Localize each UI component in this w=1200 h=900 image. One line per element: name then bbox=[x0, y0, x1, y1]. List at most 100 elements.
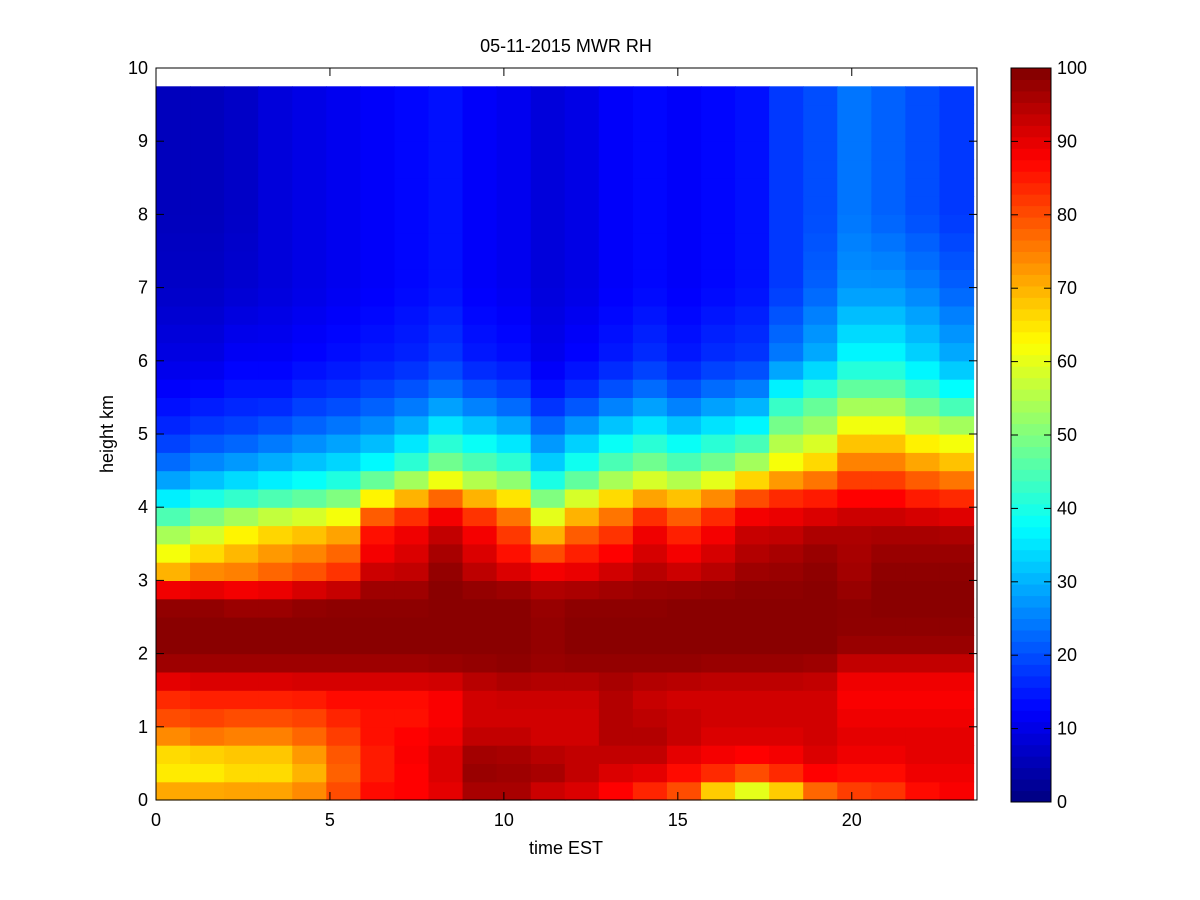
heatmap-cell bbox=[666, 452, 702, 472]
heatmap-cell bbox=[564, 653, 600, 673]
heatmap-cell bbox=[939, 507, 975, 527]
heatmap-cell bbox=[666, 305, 702, 325]
colorbar-tick-label: 90 bbox=[1057, 131, 1077, 151]
heatmap-cell bbox=[803, 342, 838, 362]
heatmap-cell bbox=[735, 232, 770, 252]
heatmap-cell bbox=[496, 251, 532, 270]
heatmap-cell bbox=[701, 598, 736, 618]
heatmap-cell bbox=[837, 470, 872, 490]
heatmap-cell bbox=[769, 122, 804, 142]
heatmap-cell bbox=[428, 690, 464, 710]
heatmap-cell bbox=[258, 653, 293, 673]
heatmap-cell bbox=[905, 122, 941, 142]
heatmap-cell bbox=[837, 415, 872, 435]
heatmap-cell bbox=[360, 415, 396, 435]
x-axis-label: time EST bbox=[529, 838, 603, 858]
heatmap-cell bbox=[598, 507, 634, 527]
heatmap-cell bbox=[156, 415, 191, 435]
heatmap-cell bbox=[360, 671, 396, 691]
heatmap-cell bbox=[939, 617, 975, 636]
heatmap-cell bbox=[462, 653, 498, 673]
colorbar-segment bbox=[1011, 240, 1051, 252]
heatmap-cell bbox=[530, 781, 566, 801]
heatmap-cell bbox=[428, 122, 464, 142]
heatmap-cell bbox=[530, 360, 566, 380]
heatmap-cell bbox=[156, 690, 191, 710]
colorbar-segment bbox=[1011, 515, 1051, 528]
heatmap-cell bbox=[394, 452, 430, 472]
heatmap-cell bbox=[258, 104, 293, 124]
heatmap-cell bbox=[598, 470, 634, 490]
heatmap-cell bbox=[837, 104, 872, 124]
heatmap-cell bbox=[156, 525, 191, 545]
heatmap-cell bbox=[156, 305, 191, 325]
heatmap-cell bbox=[564, 214, 600, 234]
heatmap-cell bbox=[428, 104, 464, 124]
heatmap-cell bbox=[769, 214, 804, 234]
heatmap-cell bbox=[803, 177, 838, 197]
heatmap-cell bbox=[837, 379, 872, 398]
heatmap-cell bbox=[156, 342, 191, 362]
heatmap-cell bbox=[190, 507, 225, 527]
heatmap-cell bbox=[837, 562, 872, 581]
heatmap-cell bbox=[803, 470, 838, 490]
heatmap-cell bbox=[326, 287, 361, 307]
heatmap-cell bbox=[598, 543, 634, 563]
colorbar-tick-label: 30 bbox=[1057, 572, 1077, 592]
heatmap-cell bbox=[394, 86, 430, 106]
heatmap-cell bbox=[735, 251, 770, 270]
colorbar-segment bbox=[1011, 182, 1051, 195]
heatmap-cell bbox=[530, 214, 566, 234]
heatmap-cell bbox=[666, 196, 702, 215]
heatmap-cell bbox=[462, 415, 498, 435]
heatmap-cell bbox=[905, 708, 941, 728]
heatmap-cell bbox=[939, 580, 975, 600]
heatmap-cell bbox=[701, 726, 736, 746]
heatmap-cell bbox=[496, 177, 532, 197]
heatmap-cell bbox=[735, 214, 770, 234]
heatmap-cell bbox=[326, 305, 361, 325]
heatmap-cell bbox=[326, 324, 361, 344]
heatmap-cell bbox=[156, 562, 191, 581]
heatmap-cell bbox=[666, 671, 702, 691]
heatmap-cell bbox=[701, 251, 736, 270]
heatmap-cell bbox=[905, 379, 941, 398]
x-axis-ticks: 0 5 10 15 20 bbox=[151, 68, 862, 830]
colorbar-segment bbox=[1011, 526, 1051, 539]
heatmap-cell bbox=[837, 763, 872, 783]
heatmap-cell bbox=[224, 104, 259, 124]
colorbar-segment bbox=[1011, 652, 1051, 665]
heatmap-cell bbox=[360, 580, 396, 600]
heatmap-cell bbox=[666, 86, 702, 106]
heatmap-cell bbox=[156, 745, 191, 764]
heatmap-cell bbox=[156, 379, 191, 398]
heatmap-cell bbox=[394, 562, 430, 581]
heatmap-cell bbox=[292, 452, 327, 472]
heatmap-cell bbox=[632, 488, 668, 508]
heatmap-cell bbox=[598, 598, 634, 618]
heatmap-cell bbox=[428, 617, 464, 636]
heatmap-cell bbox=[769, 543, 804, 563]
colorbar-tick-label: 0 bbox=[1057, 792, 1067, 812]
colorbar-segment bbox=[1011, 480, 1051, 493]
heatmap-cell bbox=[496, 781, 532, 801]
heatmap-cell bbox=[632, 104, 668, 124]
heatmap-cell bbox=[156, 397, 191, 417]
heatmap-cell bbox=[871, 287, 906, 307]
heatmap-cell bbox=[632, 141, 668, 161]
heatmap-cell bbox=[224, 251, 259, 270]
heatmap-cell bbox=[769, 232, 804, 252]
heatmap-cell bbox=[394, 543, 430, 563]
heatmap-cell bbox=[530, 251, 566, 270]
heatmap-cell bbox=[735, 141, 770, 161]
heatmap-cell bbox=[496, 580, 532, 600]
heatmap-cell bbox=[939, 122, 975, 142]
heatmap-cell bbox=[224, 470, 259, 490]
heatmap-cell bbox=[360, 196, 396, 215]
heatmap-cell bbox=[190, 745, 225, 764]
heatmap-cell bbox=[803, 452, 838, 472]
heatmap-cell bbox=[837, 598, 872, 618]
heatmap-cell bbox=[530, 177, 566, 197]
heatmap-cell bbox=[326, 141, 361, 161]
heatmap-cell bbox=[258, 635, 293, 655]
